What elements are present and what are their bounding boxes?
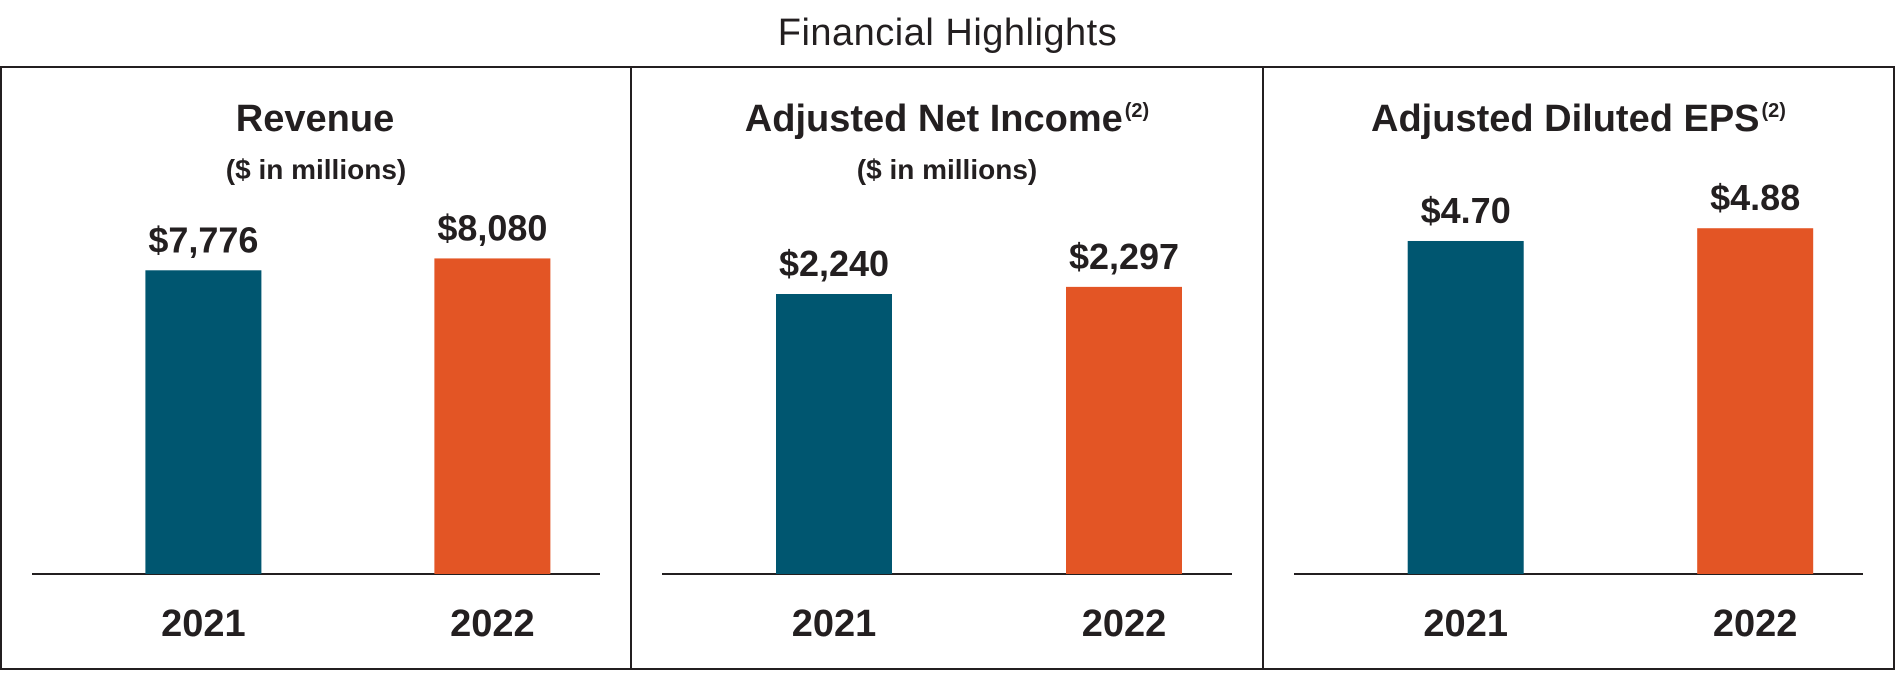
category-label-2022: 2022 bbox=[450, 603, 535, 645]
bar-2021 bbox=[145, 270, 262, 574]
data-label-2021: $4.70 bbox=[1421, 190, 1511, 231]
category-label-2021: 2021 bbox=[161, 603, 246, 645]
data-label-2021: $2,240 bbox=[779, 243, 889, 284]
bar-2022 bbox=[434, 258, 551, 574]
category-label-2021: 2021 bbox=[792, 603, 877, 645]
bar-2021 bbox=[1407, 240, 1524, 574]
bar-2022 bbox=[1066, 286, 1182, 574]
bar-2021 bbox=[776, 294, 892, 574]
charts-container: Revenue ($ in millions) $7,776 2021 $8,080… bbox=[0, 66, 1895, 673]
chart-title-text: Adjusted Diluted EPS bbox=[1371, 98, 1760, 140]
chart-subtitle: ($ in millions) bbox=[225, 154, 407, 185]
chart-title: Adjusted Diluted EPS (2) bbox=[1264, 98, 1893, 141]
data-label-2022: $8,080 bbox=[437, 207, 547, 248]
footnote-marker: (2) bbox=[1124, 100, 1150, 122]
net-income-bar-chart: $2,240 2021 $2,297 2022 bbox=[662, 236, 1232, 645]
footnote-marker: (2) bbox=[1761, 100, 1786, 122]
data-label-2021: $7,776 bbox=[148, 219, 258, 260]
data-label-2022: $2,297 bbox=[1069, 236, 1179, 277]
chart-title-text: Revenue bbox=[235, 98, 395, 140]
eps-bar-chart: $4.70 2021 $4.88 2022 bbox=[1294, 177, 1863, 645]
bar-2022 bbox=[1697, 228, 1814, 575]
revenue-bar-chart: $7,776 2021 $8,080 2022 bbox=[32, 207, 600, 645]
net-income-chart-panel: Adjusted Net Income (2) ($ in millions) $… bbox=[632, 66, 1264, 670]
category-label-2021: 2021 bbox=[1423, 603, 1508, 645]
chart-title: Revenue bbox=[2, 98, 630, 141]
eps-chart-panel: Adjusted Diluted EPS (2) $4.70 2021 $4.88 20… bbox=[1264, 66, 1895, 670]
chart-title: Adjusted Net Income (2) bbox=[632, 98, 1262, 141]
page-title: Financial Highlights bbox=[777, 12, 1118, 54]
category-label-2022: 2022 bbox=[1082, 603, 1167, 645]
chart-subtitle: ($ in millions) bbox=[856, 154, 1038, 185]
chart-title-text: Adjusted Net Income bbox=[744, 98, 1123, 140]
category-label-2022: 2022 bbox=[1713, 603, 1798, 645]
revenue-chart-panel: Revenue ($ in millions) $7,776 2021 $8,080… bbox=[0, 66, 632, 670]
data-label-2022: $4.88 bbox=[1710, 177, 1800, 218]
